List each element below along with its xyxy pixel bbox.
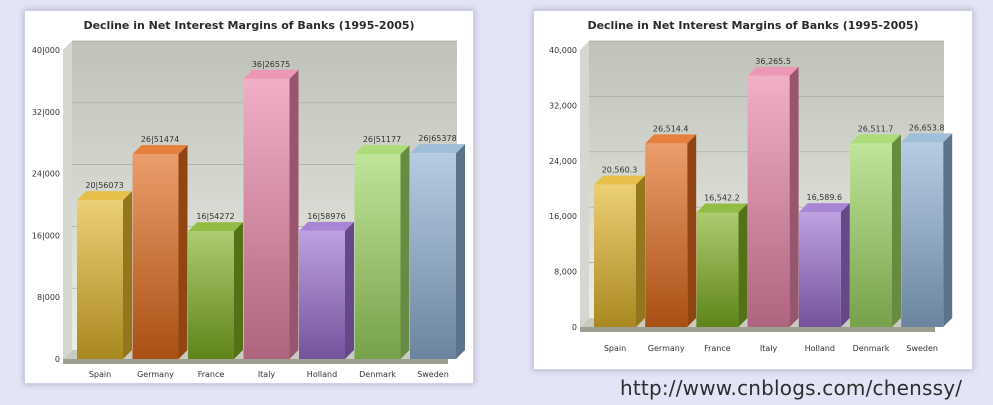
data-label: 26,511.7 xyxy=(858,124,894,133)
y-tick-label: 16,000 xyxy=(549,212,577,221)
y-tick-label: 32|000 xyxy=(32,108,60,117)
data-label: 16,589.6 xyxy=(806,193,842,202)
x-tick-label: Denmark xyxy=(359,370,396,379)
y-tick-label: 0 xyxy=(572,323,577,332)
bar-top xyxy=(354,145,410,155)
y-tick-label: 16|000 xyxy=(32,231,60,240)
x-tick-label: France xyxy=(198,370,225,379)
data-label: 26,514.4 xyxy=(653,124,689,133)
bar-side xyxy=(289,69,299,359)
x-tick-label: Holland xyxy=(805,344,835,353)
bar xyxy=(747,75,790,327)
y-tick-label: 0 xyxy=(55,355,60,364)
bar-top xyxy=(77,191,132,201)
bar-side xyxy=(789,66,799,327)
bar-chart-left: Decline in Net Interest Margins of Banks… xyxy=(32,19,465,379)
bar-side xyxy=(840,203,850,327)
plot-floor-edge xyxy=(63,359,448,364)
bar-side xyxy=(178,145,188,359)
bar xyxy=(901,142,944,327)
bar-side xyxy=(636,175,645,327)
data-label: 16,542.2 xyxy=(704,193,740,202)
data-label: 36|26575 xyxy=(252,60,290,69)
bar-top xyxy=(243,69,299,79)
bar-side xyxy=(234,222,243,359)
chart-panel-right: Decline in Net Interest Margins of Banks… xyxy=(533,10,973,370)
plot-floor-edge xyxy=(580,327,935,332)
bar-top xyxy=(645,134,697,144)
x-tick-label: Spain xyxy=(89,370,111,379)
x-tick-label: Italy xyxy=(258,370,276,379)
bar-top xyxy=(747,66,799,76)
bar-chart-right: Decline in Net Interest Margins of Banks… xyxy=(549,19,953,353)
bar-side xyxy=(892,134,901,327)
bar xyxy=(850,143,892,327)
bar-side xyxy=(738,203,748,327)
plot-left-wall xyxy=(580,41,589,327)
data-label: 20|56073 xyxy=(85,181,123,190)
x-tick-label: Italy xyxy=(760,344,778,353)
x-tick-label: France xyxy=(704,344,731,353)
bar-side xyxy=(400,145,410,359)
bar-side xyxy=(345,221,354,359)
x-tick-label: Germany xyxy=(648,344,685,353)
y-tick-label: 8,000 xyxy=(554,268,577,277)
data-label: 26,653.8 xyxy=(909,123,945,132)
bar xyxy=(188,231,234,359)
bar xyxy=(798,212,841,327)
bar-top xyxy=(188,222,243,232)
plot-left-wall xyxy=(63,41,72,359)
bar-top xyxy=(594,175,645,185)
bar xyxy=(645,143,688,327)
data-label: 26|51474 xyxy=(141,135,179,144)
watermark-url: http://www.cnblogs.com/chenssy/ xyxy=(620,376,963,400)
data-label: 36,265.5 xyxy=(755,57,791,66)
data-label: 16|58976 xyxy=(307,212,345,221)
x-tick-label: Sweden xyxy=(417,370,449,379)
y-tick-label: 24,000 xyxy=(549,157,577,166)
chart-panel-left: Decline in Net Interest Margins of Banks… xyxy=(24,10,474,384)
bar-top xyxy=(798,203,850,213)
bar-top xyxy=(410,144,465,154)
bar xyxy=(594,184,636,327)
y-tick-label: 32,000 xyxy=(549,101,577,110)
bar xyxy=(243,78,290,360)
bar xyxy=(410,153,456,359)
bar-top xyxy=(132,145,188,155)
data-label: 16|54272 xyxy=(196,212,234,221)
x-tick-label: Holland xyxy=(307,370,337,379)
y-tick-label: 40|000 xyxy=(32,46,60,55)
bar-side xyxy=(687,134,697,327)
y-tick-label: 24|000 xyxy=(32,170,60,179)
bar xyxy=(77,200,123,359)
bar-top xyxy=(299,221,354,231)
bar-side xyxy=(943,133,953,327)
bar xyxy=(696,212,739,327)
x-tick-label: Germany xyxy=(137,370,174,379)
y-tick-label: 40,000 xyxy=(549,46,577,55)
x-tick-label: Denmark xyxy=(853,344,890,353)
chart-title: Decline in Net Interest Margins of Banks… xyxy=(587,19,918,32)
bar-top xyxy=(901,133,953,143)
bar xyxy=(299,230,345,359)
chart-title: Decline in Net Interest Margins of Banks… xyxy=(83,19,414,32)
bar xyxy=(132,154,179,359)
y-tick-label: 8|000 xyxy=(37,293,60,302)
x-tick-label: Spain xyxy=(604,344,626,353)
bar xyxy=(354,154,401,359)
x-tick-label: Sweden xyxy=(906,344,938,353)
bar-side xyxy=(456,144,465,359)
bar-top xyxy=(850,134,901,144)
data-label: 26|65378 xyxy=(418,134,456,143)
data-label: 26|51177 xyxy=(363,135,401,144)
data-label: 20,560.3 xyxy=(602,166,638,175)
bar-side xyxy=(123,191,132,359)
bar-top xyxy=(696,203,748,213)
